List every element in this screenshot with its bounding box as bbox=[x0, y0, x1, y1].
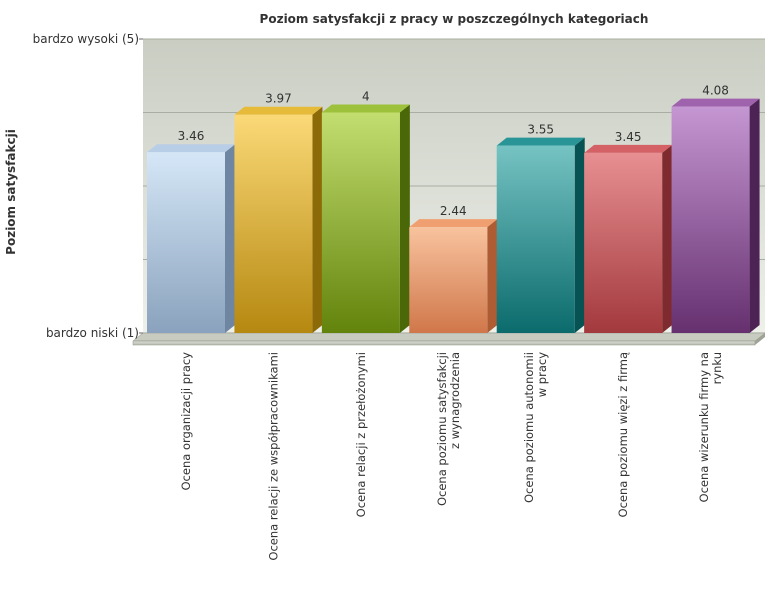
bar-top bbox=[496, 137, 585, 146]
floor-front bbox=[132, 340, 756, 346]
bar-side bbox=[574, 137, 585, 333]
x-tick-label: Ocena relacji z przełożonymi bbox=[354, 352, 368, 517]
data-label: 3.55 bbox=[527, 123, 554, 137]
bar-front bbox=[234, 114, 313, 333]
x-tick-label-line: w pracy bbox=[535, 352, 549, 397]
x-tick-label-line: z wynagrodzenia bbox=[448, 352, 462, 449]
x-tick-label-line: Ocena relacji ze współpracownikami bbox=[266, 352, 280, 561]
x-tick-label-line: Ocena organizacji pracy bbox=[179, 352, 193, 491]
bar-front bbox=[147, 152, 225, 333]
x-tick-label-line: Ocena poziomu więzi z firmą bbox=[616, 352, 630, 517]
y-tick-label: bardzo niski (1) bbox=[46, 326, 139, 340]
y-tick-label: bardzo wysoki (5) bbox=[33, 32, 139, 46]
bar bbox=[584, 144, 673, 333]
y-axis-ticks: bardzo wysoki (5) bardzo niski (1) bbox=[33, 32, 143, 340]
data-label: 3.45 bbox=[615, 130, 642, 144]
bar-side bbox=[749, 98, 760, 334]
chart-floor bbox=[132, 332, 766, 346]
bars bbox=[147, 98, 760, 334]
bar-front bbox=[584, 152, 663, 333]
bar-top bbox=[321, 104, 410, 113]
x-tick-label: Ocena poziomu autonomiiw pracy bbox=[522, 352, 549, 503]
bar-front bbox=[409, 227, 488, 333]
bar-top bbox=[147, 144, 235, 153]
data-label: 3.97 bbox=[265, 92, 292, 106]
bar-side bbox=[662, 144, 673, 333]
x-tick-label-line: rynku bbox=[710, 352, 724, 384]
bar-top bbox=[409, 219, 498, 228]
floor-top bbox=[132, 332, 766, 342]
x-tick-label: Ocena poziomu więzi z firmą bbox=[616, 352, 630, 517]
chart-title: Poziom satysfakcji z pracy w poszczególn… bbox=[260, 12, 649, 26]
x-tick-label: Ocena organizacji pracy bbox=[179, 352, 193, 491]
bar bbox=[409, 219, 498, 333]
bar bbox=[321, 104, 410, 333]
bar bbox=[234, 106, 323, 333]
bar-top bbox=[584, 144, 673, 153]
x-tick-label-line: Ocena relacji z przełożonymi bbox=[354, 352, 368, 517]
x-tick-label-line: Ocena wizerunku firmy na bbox=[697, 352, 711, 502]
floor-side bbox=[755, 333, 765, 345]
data-label: 2.44 bbox=[440, 204, 467, 218]
y-axis-label: Poziom satysfakcji bbox=[4, 129, 18, 255]
value-labels: 3.46 3.97 4 2.44 3.55 3.45 4.08 bbox=[178, 84, 729, 219]
plot-area: bardzo wysoki (5)bardzo niski (1) 3.463.… bbox=[33, 32, 766, 561]
data-label: 3.46 bbox=[178, 129, 205, 143]
data-label: 4 bbox=[362, 90, 370, 104]
category-labels: Ocena organizacji pracy Ocena relacji ze … bbox=[179, 352, 724, 561]
bar-side bbox=[399, 104, 410, 333]
bar-side bbox=[225, 144, 235, 333]
bar-front bbox=[496, 145, 575, 333]
bar-side bbox=[312, 106, 323, 333]
bar-top bbox=[671, 98, 760, 107]
x-tick-label: Ocena poziomu satysfakcjiz wynagrodzenia bbox=[435, 352, 462, 506]
x-tick-label: Ocena relacji ze współpracownikami bbox=[266, 352, 280, 561]
x-tick-label: Ocena wizerunku firmy narynku bbox=[697, 352, 724, 502]
bar-front bbox=[321, 112, 400, 333]
bar-front bbox=[671, 106, 750, 334]
x-tick-label-line: Ocena poziomu satysfakcji bbox=[435, 352, 449, 506]
bar-side bbox=[487, 219, 498, 333]
bar bbox=[671, 98, 760, 334]
bar bbox=[147, 144, 235, 333]
bar bbox=[496, 137, 585, 333]
x-tick-label-line: Ocena poziomu autonomii bbox=[522, 352, 536, 503]
data-label: 4.08 bbox=[702, 84, 729, 98]
bar-top bbox=[234, 106, 323, 115]
